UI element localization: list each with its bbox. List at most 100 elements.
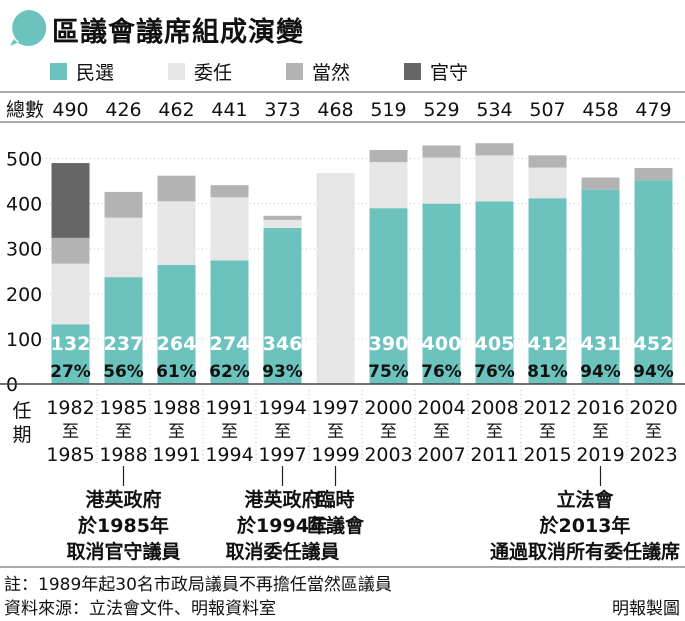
bar-segment — [263, 227, 302, 384]
term-end-year: 2007 — [417, 444, 465, 466]
bar-percent-label: 61% — [156, 362, 197, 382]
term-end-year: 1991 — [152, 444, 200, 466]
bar-percent-label: 76% — [474, 362, 515, 382]
total-value: 441 — [211, 99, 247, 121]
legend-label: 官守 — [430, 62, 468, 84]
bar-segment — [475, 143, 514, 156]
bar-segment — [51, 237, 90, 264]
bar-value-label: 412 — [528, 333, 568, 355]
bar-percent-label: 76% — [421, 362, 462, 382]
bar-segment — [157, 264, 196, 384]
bar-segment — [157, 175, 196, 202]
bar-segment — [104, 277, 143, 384]
bar-segment — [157, 201, 196, 265]
legend-label: 委任 — [194, 62, 232, 84]
annotation-text: 於1994年 — [237, 514, 328, 537]
legend-swatch — [286, 63, 303, 80]
bar-value-label: 452 — [634, 333, 674, 355]
term-end-year: 1997 — [258, 444, 306, 466]
bar-percent-label: 94% — [633, 362, 674, 382]
y-tick-label: 500 — [6, 149, 42, 171]
y-tick-label: 300 — [6, 239, 42, 261]
term-label: 任 — [12, 400, 31, 422]
bar-segment — [422, 157, 461, 204]
bar-segment — [422, 203, 461, 384]
term-end-year: 2023 — [629, 444, 677, 466]
bar-segment — [369, 162, 408, 209]
term-separator: 至 — [115, 422, 132, 442]
term-separator: 至 — [274, 422, 291, 442]
term-start-year: 2000 — [364, 397, 412, 419]
total-value: 519 — [370, 99, 406, 121]
term-end-year: 1988 — [99, 444, 147, 466]
term-end-year: 2003 — [364, 444, 412, 466]
bar-segment — [316, 172, 355, 384]
legend-swatch — [404, 63, 421, 80]
bar-percent-label: 81% — [527, 362, 568, 382]
title-badge-icon — [10, 9, 47, 46]
term-start-year: 2016 — [576, 397, 624, 419]
total-value: 462 — [158, 99, 194, 121]
annotation-text: 於2013年 — [540, 514, 631, 537]
annotation-text: 取消官守議員 — [66, 540, 180, 563]
bar-value-label: 264 — [157, 333, 197, 355]
bar-segment — [422, 145, 461, 158]
bar-segment — [634, 180, 673, 384]
term-end-year: 1999 — [311, 444, 359, 466]
y-tick-label: 200 — [6, 284, 42, 306]
term-end-year: 2015 — [523, 444, 571, 466]
credit-text: 明報製圖 — [612, 599, 680, 619]
bar-value-label: 400 — [422, 333, 462, 355]
term-start-year: 1982 — [46, 397, 94, 419]
bar-segment — [528, 155, 567, 168]
term-start-year: 1997 — [311, 397, 359, 419]
term-start-year: 1988 — [152, 397, 200, 419]
term-end-year: 2011 — [470, 444, 518, 466]
bar-segment — [581, 177, 620, 190]
term-start-year: 2008 — [470, 397, 518, 419]
annotation-text: 港英政府 — [244, 488, 320, 511]
total-value: 534 — [476, 99, 512, 121]
y-tick-label: 100 — [6, 329, 42, 351]
bar-value-label: 405 — [475, 333, 515, 355]
annotation-text: 於1985年 — [78, 514, 169, 537]
term-label: 期 — [12, 424, 31, 446]
bar-percent-label: 56% — [103, 362, 144, 382]
bar-percent-label: 75% — [368, 362, 409, 382]
annotation-text: 取消委任議員 — [225, 540, 339, 563]
bar-segment — [475, 201, 514, 384]
bar-value-label: 431 — [581, 333, 621, 355]
bar-segment — [475, 155, 514, 202]
term-separator: 至 — [221, 422, 238, 442]
term-start-year: 1994 — [258, 397, 306, 419]
term-start-year: 1991 — [205, 397, 253, 419]
bar-segment — [581, 189, 620, 384]
term-separator: 至 — [645, 422, 662, 442]
y-tick-label: 0 — [6, 374, 18, 396]
term-separator: 至 — [327, 422, 344, 442]
term-start-year: 2012 — [523, 397, 571, 419]
total-value: 529 — [423, 99, 459, 121]
bar-segment — [528, 167, 567, 199]
term-end-year: 1985 — [46, 444, 94, 466]
bar-value-label: 237 — [104, 333, 144, 355]
bar-segment — [210, 185, 249, 198]
bar-value-label: 274 — [210, 333, 250, 355]
bar-segment — [210, 197, 249, 261]
legend-swatch — [50, 63, 67, 80]
bar-segment — [634, 168, 673, 181]
term-start-year: 2020 — [629, 397, 677, 419]
term-start-year: 2004 — [417, 397, 465, 419]
total-value: 468 — [317, 99, 353, 121]
bar-value-label: 346 — [263, 333, 303, 355]
term-separator: 至 — [592, 422, 609, 442]
bar-segment — [51, 263, 90, 325]
total-value: 373 — [264, 99, 300, 121]
term-separator: 至 — [62, 422, 79, 442]
bar-value-label: 390 — [369, 333, 409, 355]
bar-segment — [369, 149, 408, 163]
bar-segment — [263, 215, 302, 220]
total-value: 458 — [582, 99, 618, 121]
bar-percent-label: 27% — [50, 362, 91, 382]
bar-segment — [51, 163, 90, 238]
